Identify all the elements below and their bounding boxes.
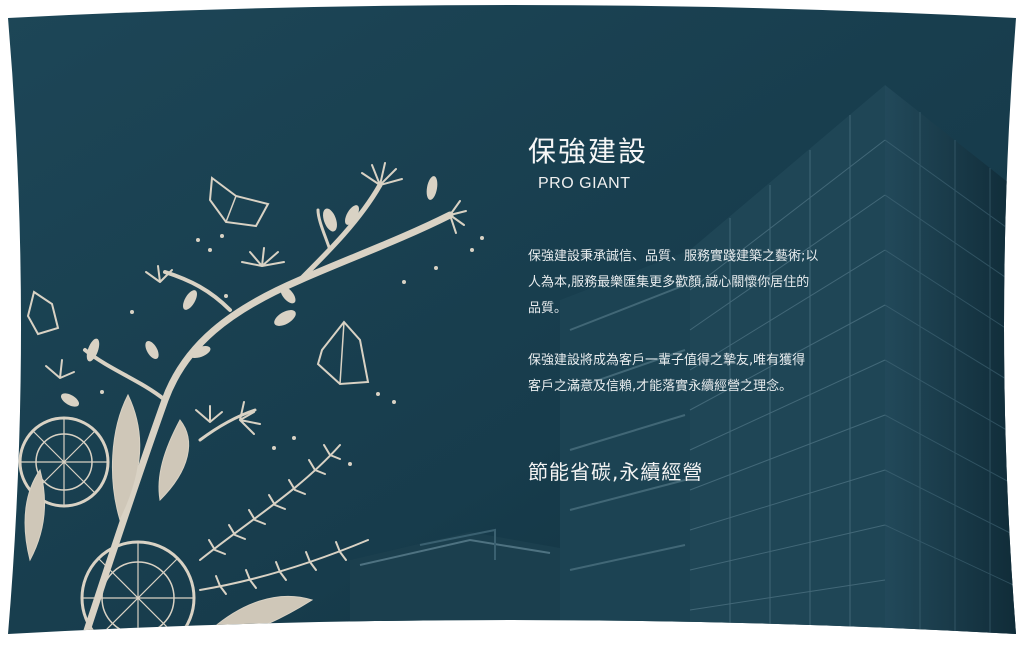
- slogan: 節能省碳,永續經營: [528, 460, 704, 484]
- hero-content: 保強建設 PRO GIANT 保強建設秉承誠信、品質、服務實踐建築之藝術;以 人…: [528, 134, 848, 486]
- page-title: 保強建設: [528, 135, 649, 168]
- intro-paragraph: 保強建設秉承誠信、品質、服務實踐建築之藝術;以 人為本,服務最樂匯集更多歡顏,誠…: [528, 249, 819, 316]
- mission-paragraph: 保強建設將成為客戶一輩子值得之摯友,唯有獲得 客戶之滿意及信賴,才能落實永續經營…: [528, 353, 806, 394]
- brand-subtitle: PRO GIANT: [538, 175, 631, 192]
